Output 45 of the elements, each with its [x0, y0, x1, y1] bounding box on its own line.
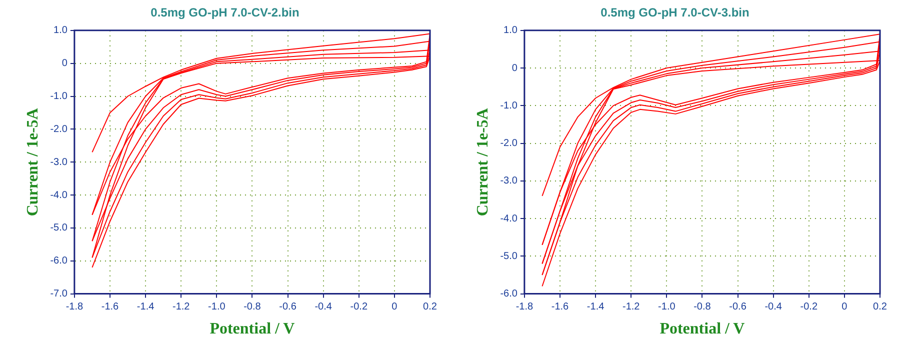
x-tick-label: -0.4 — [764, 302, 782, 313]
y-tick-label: -1.0 — [50, 91, 68, 102]
x-tick-label: -1.2 — [172, 302, 190, 313]
x-tick-label: 0 — [842, 302, 848, 313]
x-tick-label: 0 — [392, 302, 398, 313]
y-tick-label: 0 — [512, 62, 518, 74]
y-tick-label: 1.0 — [54, 25, 68, 36]
x-tick-label: -0.2 — [800, 302, 818, 313]
y-tick-label: -1.0 — [500, 100, 518, 112]
x-tick-label: 0.2 — [873, 302, 888, 313]
y-tick-label: -7.0 — [50, 288, 68, 300]
y-tick-label: -3.0 — [500, 176, 518, 187]
y-tick-label: -6.0 — [50, 256, 68, 267]
x-tick-label: -0.6 — [279, 302, 297, 313]
x-tick-label: -0.8 — [694, 302, 712, 313]
x-tick-label: -1.0 — [658, 302, 676, 313]
x-tick-label: -1.8 — [516, 302, 534, 313]
x-axis-title: Potential / V — [210, 320, 296, 338]
x-tick-label: -0.8 — [244, 302, 262, 313]
y-tick-label: 0 — [62, 58, 68, 70]
y-axis-title: Current / 1e-5A — [474, 108, 492, 216]
x-tick-label: -1.0 — [208, 302, 226, 313]
y-tick-label: -4.0 — [500, 213, 518, 224]
chart-title: 0.5mg GO-pH 7.0-CV-3.bin — [600, 6, 750, 20]
x-tick-label: -0.4 — [314, 302, 332, 313]
y-tick-label: -5.0 — [50, 222, 68, 234]
y-axis-title: Current / 1e-5A — [24, 108, 42, 216]
x-axis-title: Potential / V — [660, 320, 746, 338]
x-tick-label: -1.6 — [551, 302, 570, 313]
y-tick-label: -3.0 — [50, 156, 68, 168]
x-tick-label: -1.6 — [101, 302, 120, 313]
x-tick-label: -0.2 — [350, 302, 368, 313]
x-tick-label: -1.4 — [586, 302, 605, 313]
x-tick-label: 0.2 — [423, 302, 438, 313]
y-tick-label: -6.0 — [500, 288, 518, 300]
x-tick-label: -0.6 — [729, 302, 747, 313]
y-tick-label: -2.0 — [50, 124, 68, 135]
y-tick-label: -4.0 — [50, 190, 68, 201]
x-tick-label: -1.8 — [66, 302, 84, 313]
y-tick-label: -2.0 — [500, 138, 518, 150]
y-tick-label: -5.0 — [500, 250, 518, 262]
x-tick-label: -1.2 — [622, 302, 640, 313]
x-tick-label: -1.4 — [136, 302, 155, 313]
chart-title: 0.5mg GO-pH 7.0-CV-2.bin — [150, 6, 300, 20]
y-tick-label: 1.0 — [504, 25, 518, 36]
